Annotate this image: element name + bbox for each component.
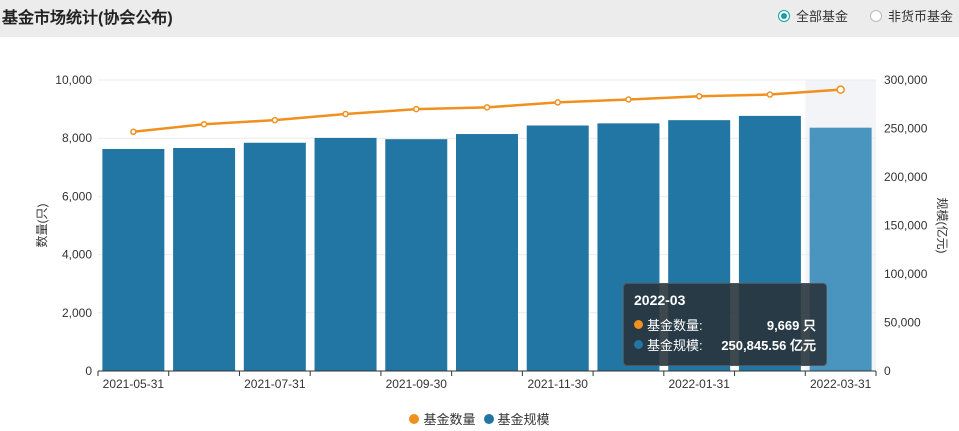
tooltip-scale-dot-icon <box>634 339 643 349</box>
tooltip-row-count: 基金数量: 9,669 只 <box>634 314 816 334</box>
point-fund-count <box>695 93 703 100</box>
point-fund-count <box>766 91 774 98</box>
point-fund-count <box>836 85 845 94</box>
filter-all-funds[interactable]: 全部基金 <box>777 6 848 25</box>
x-tick-label: 2021-05-31 <box>103 377 165 391</box>
y-left-tick-label: 10,000 <box>55 73 92 87</box>
y-right-tick-label: 150,000 <box>884 219 928 233</box>
filter-all-funds-label: 全部基金 <box>795 9 848 24</box>
point-fund-count <box>342 110 349 118</box>
filter-non-money-funds-label: 非货币基金 <box>887 9 953 24</box>
header-bar: 基金市场统计(协会公布) 全部基金 非货币基金 <box>0 0 959 37</box>
radio-checked-icon <box>777 9 790 22</box>
point-fund-count <box>625 96 632 103</box>
y-left-axis-title: 数量(只) <box>34 204 49 248</box>
point-fund-count <box>271 116 279 124</box>
y-left-tick-label: 0 <box>85 364 92 378</box>
x-tick-label: 2021-09-30 <box>386 377 448 391</box>
bar-fund-scale <box>314 137 377 371</box>
bar-fund-scale <box>526 125 589 371</box>
tooltip-count-value: 9,669 只 <box>766 317 816 333</box>
tooltip-title: 2022-03 <box>634 292 686 308</box>
legend-scale-dot-icon <box>483 413 494 424</box>
legend-count-dot-icon <box>409 413 420 424</box>
y-right-axis-title: 规模(亿元) <box>935 198 950 254</box>
y-left-tick-label: 8,000 <box>62 131 92 145</box>
tooltip-count-label: 基金数量: <box>647 317 703 333</box>
tooltip-row-scale: 基金规模: 250,845.56 亿元 <box>634 334 816 354</box>
chart-legend: 基金数量 基金规模 <box>0 409 959 428</box>
bar-fund-scale <box>102 148 165 371</box>
legend-count-label: 基金数量 <box>423 412 476 427</box>
bar-fund-scale <box>385 139 448 371</box>
legend-item-count[interactable]: 基金数量 <box>409 409 476 428</box>
bar-fund-scale <box>243 142 306 371</box>
x-tick-label: 2022-03-31 <box>810 377 872 391</box>
y-right-tick-label: 50,000 <box>884 316 921 330</box>
x-tick-label: 2021-11-30 <box>527 377 588 391</box>
point-fund-count <box>413 105 420 113</box>
y-right-tick-label: 200,000 <box>884 170 928 184</box>
tooltip-scale-label: 基金规模: <box>647 337 703 353</box>
fund-type-filter: 全部基金 非货币基金 <box>777 6 953 25</box>
y-right-tick-label: 300,000 <box>884 73 928 87</box>
y-right-tick-label: 250,000 <box>884 122 928 136</box>
point-fund-count <box>200 120 208 128</box>
tooltip-count-dot-icon <box>634 319 643 329</box>
x-tick-label: 2022-01-31 <box>668 377 730 391</box>
y-left-tick-label: 6,000 <box>62 189 92 203</box>
y-left-tick-label: 4,000 <box>62 248 92 262</box>
filter-non-money-funds[interactable]: 非货币基金 <box>869 6 953 25</box>
bar-fund-scale <box>173 147 236 371</box>
point-fund-count <box>554 99 561 106</box>
point-fund-count <box>483 104 491 111</box>
y-right-tick-label: 0 <box>884 364 891 378</box>
legend-scale-label: 基金规模 <box>497 412 550 427</box>
x-tick-label: 2021-07-31 <box>244 377 306 391</box>
tooltip-scale-value: 250,845.56 亿元 <box>721 337 816 353</box>
point-fund-count <box>130 128 137 136</box>
radio-unchecked-icon <box>869 9 882 22</box>
bar-fund-scale <box>456 134 518 371</box>
y-right-tick-label: 100,000 <box>884 267 928 281</box>
y-left-tick-label: 2,000 <box>62 306 92 320</box>
line-fund-count <box>133 88 841 134</box>
page-title: 基金市场统计(协会公布) <box>2 10 173 27</box>
legend-item-scale[interactable]: 基金规模 <box>483 409 550 428</box>
chart-tooltip: 2022-03 基金数量: 9,669 只 基金规模: 250,845.56 亿… <box>623 283 827 366</box>
